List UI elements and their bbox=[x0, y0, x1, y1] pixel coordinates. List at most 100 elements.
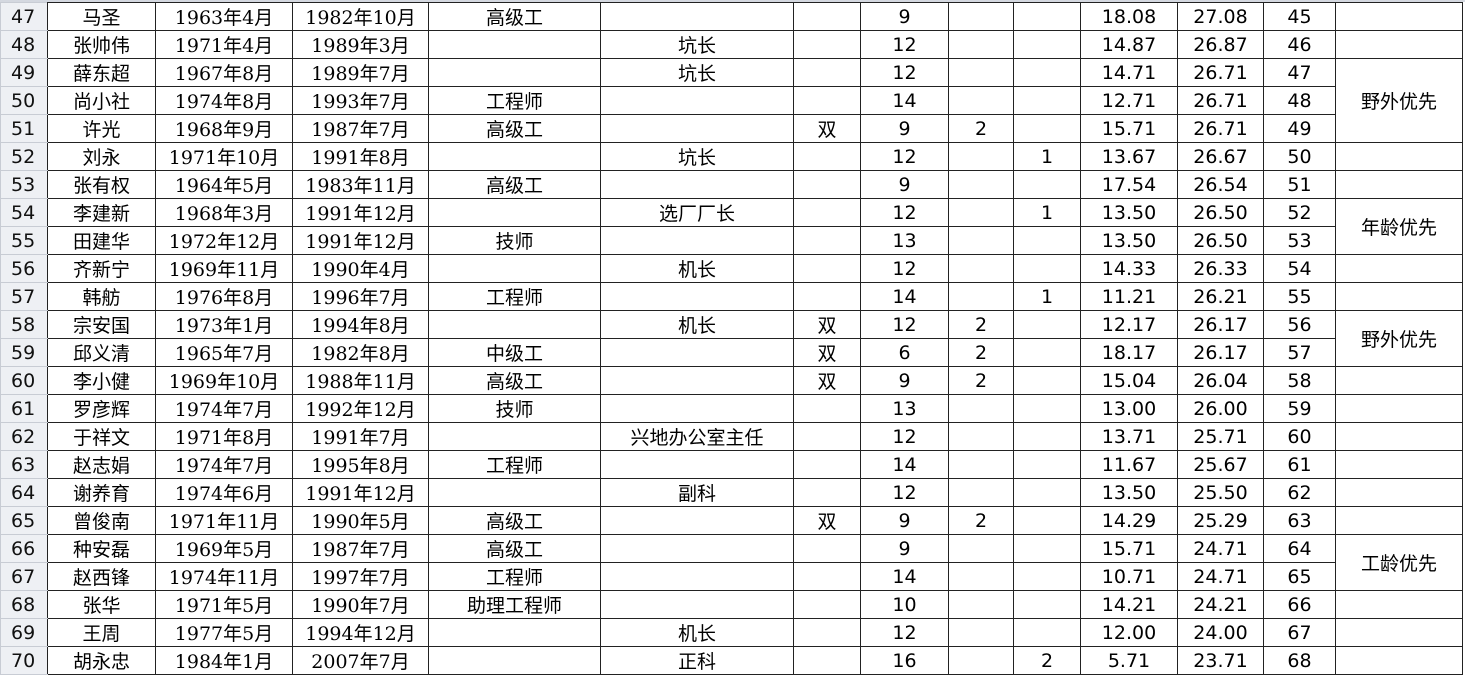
name-cell[interactable]: 田建华 bbox=[47, 226, 156, 255]
bonus-cell[interactable] bbox=[948, 2, 1014, 31]
rank-cell[interactable]: 65 bbox=[1263, 562, 1336, 591]
double-cell[interactable] bbox=[793, 2, 861, 31]
total-cell[interactable]: 26.50 bbox=[1177, 198, 1264, 227]
row-header[interactable]: 61 bbox=[0, 394, 48, 423]
work-start-cell[interactable]: 1991年7月 bbox=[292, 422, 429, 451]
row-header[interactable]: 50 bbox=[0, 86, 48, 115]
bonus-cell[interactable] bbox=[948, 534, 1014, 563]
score-cell[interactable]: 9 bbox=[860, 366, 949, 395]
double-cell[interactable] bbox=[793, 226, 861, 255]
title-cell[interactable] bbox=[428, 646, 601, 675]
double-cell[interactable]: 双 bbox=[793, 114, 861, 143]
title-cell[interactable] bbox=[428, 198, 601, 227]
work-start-cell[interactable]: 1982年10月 bbox=[292, 2, 429, 31]
position-cell[interactable]: 兴地办公室主任 bbox=[600, 422, 794, 451]
row-header[interactable]: 69 bbox=[0, 618, 48, 647]
rank-cell[interactable]: 64 bbox=[1263, 534, 1336, 563]
total-cell[interactable]: 26.71 bbox=[1177, 86, 1264, 115]
work-start-cell[interactable]: 1987年7月 bbox=[292, 534, 429, 563]
score-cell[interactable]: 14 bbox=[860, 86, 949, 115]
name-cell[interactable]: 齐新宁 bbox=[47, 254, 156, 283]
rank-cell[interactable]: 56 bbox=[1263, 310, 1336, 339]
double-cell[interactable] bbox=[793, 646, 861, 675]
seniority-cell[interactable]: 11.67 bbox=[1080, 450, 1178, 479]
title-cell[interactable] bbox=[428, 310, 601, 339]
double-cell[interactable]: 双 bbox=[793, 338, 861, 367]
title-cell[interactable] bbox=[428, 422, 601, 451]
name-cell[interactable]: 韩舫 bbox=[47, 282, 156, 311]
work-start-cell[interactable]: 1992年12月 bbox=[292, 394, 429, 423]
work-start-cell[interactable]: 1990年7月 bbox=[292, 590, 429, 619]
birth-date-cell[interactable]: 1971年5月 bbox=[155, 590, 293, 619]
title-cell[interactable] bbox=[428, 478, 601, 507]
extra-cell[interactable] bbox=[1013, 310, 1081, 339]
work-start-cell[interactable]: 1988年11月 bbox=[292, 366, 429, 395]
total-cell[interactable]: 26.71 bbox=[1177, 58, 1264, 87]
score-cell[interactable]: 12 bbox=[860, 198, 949, 227]
extra-cell[interactable] bbox=[1013, 506, 1081, 535]
birth-date-cell[interactable]: 1969年5月 bbox=[155, 534, 293, 563]
row-header[interactable]: 57 bbox=[0, 282, 48, 311]
row-header[interactable]: 56 bbox=[0, 254, 48, 283]
total-cell[interactable]: 25.29 bbox=[1177, 506, 1264, 535]
birth-date-cell[interactable]: 1969年11月 bbox=[155, 254, 293, 283]
rank-cell[interactable]: 48 bbox=[1263, 86, 1336, 115]
bonus-cell[interactable] bbox=[948, 198, 1014, 227]
seniority-cell[interactable]: 12.17 bbox=[1080, 310, 1178, 339]
seniority-cell[interactable]: 15.04 bbox=[1080, 366, 1178, 395]
double-cell[interactable] bbox=[793, 422, 861, 451]
birth-date-cell[interactable]: 1967年8月 bbox=[155, 58, 293, 87]
remark-cell[interactable] bbox=[1335, 254, 1463, 283]
birth-date-cell[interactable]: 1971年11月 bbox=[155, 506, 293, 535]
position-cell[interactable]: 选厂厂长 bbox=[600, 198, 794, 227]
score-cell[interactable]: 12 bbox=[860, 618, 949, 647]
birth-date-cell[interactable]: 1969年10月 bbox=[155, 366, 293, 395]
row-header[interactable]: 47 bbox=[0, 2, 48, 31]
total-cell[interactable]: 23.71 bbox=[1177, 646, 1264, 675]
remark-cell[interactable] bbox=[1335, 590, 1463, 619]
remark-cell[interactable]: 年龄优先 bbox=[1335, 198, 1463, 255]
remark-cell[interactable] bbox=[1335, 142, 1463, 171]
birth-date-cell[interactable]: 1971年4月 bbox=[155, 30, 293, 59]
birth-date-cell[interactable]: 1964年5月 bbox=[155, 170, 293, 199]
position-cell[interactable]: 坑长 bbox=[600, 30, 794, 59]
birth-date-cell[interactable]: 1976年8月 bbox=[155, 282, 293, 311]
row-header[interactable]: 64 bbox=[0, 478, 48, 507]
extra-cell[interactable] bbox=[1013, 2, 1081, 31]
remark-cell[interactable] bbox=[1335, 366, 1463, 395]
total-cell[interactable]: 24.71 bbox=[1177, 534, 1264, 563]
score-cell[interactable]: 9 bbox=[860, 2, 949, 31]
bonus-cell[interactable]: 2 bbox=[948, 338, 1014, 367]
position-cell[interactable]: 机长 bbox=[600, 618, 794, 647]
score-cell[interactable]: 13 bbox=[860, 394, 949, 423]
remark-cell[interactable]: 野外优先 bbox=[1335, 310, 1463, 367]
bonus-cell[interactable] bbox=[948, 590, 1014, 619]
double-cell[interactable] bbox=[793, 30, 861, 59]
bonus-cell[interactable] bbox=[948, 86, 1014, 115]
title-cell[interactable]: 高级工 bbox=[428, 366, 601, 395]
rank-cell[interactable]: 59 bbox=[1263, 394, 1336, 423]
remark-cell[interactable] bbox=[1335, 394, 1463, 423]
row-header[interactable]: 59 bbox=[0, 338, 48, 367]
bonus-cell[interactable]: 2 bbox=[948, 506, 1014, 535]
seniority-cell[interactable]: 15.71 bbox=[1080, 114, 1178, 143]
position-cell[interactable] bbox=[600, 366, 794, 395]
score-cell[interactable]: 12 bbox=[860, 30, 949, 59]
remark-cell[interactable]: 工龄优先 bbox=[1335, 534, 1463, 591]
score-cell[interactable]: 12 bbox=[860, 422, 949, 451]
rank-cell[interactable]: 51 bbox=[1263, 170, 1336, 199]
extra-cell[interactable] bbox=[1013, 562, 1081, 591]
double-cell[interactable] bbox=[793, 478, 861, 507]
double-cell[interactable] bbox=[793, 590, 861, 619]
extra-cell[interactable] bbox=[1013, 618, 1081, 647]
extra-cell[interactable] bbox=[1013, 226, 1081, 255]
position-cell[interactable] bbox=[600, 282, 794, 311]
score-cell[interactable]: 12 bbox=[860, 142, 949, 171]
double-cell[interactable] bbox=[793, 58, 861, 87]
name-cell[interactable]: 刘永 bbox=[47, 142, 156, 171]
extra-cell[interactable] bbox=[1013, 422, 1081, 451]
position-cell[interactable] bbox=[600, 2, 794, 31]
work-start-cell[interactable]: 2007年7月 bbox=[292, 646, 429, 675]
birth-date-cell[interactable]: 1965年7月 bbox=[155, 338, 293, 367]
